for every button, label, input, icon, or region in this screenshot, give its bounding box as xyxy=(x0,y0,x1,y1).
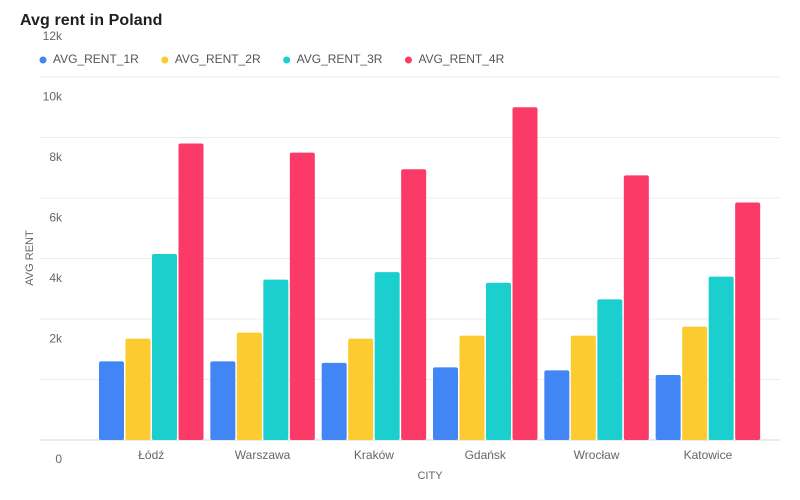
x-tick-label: Wrocław xyxy=(574,448,620,462)
bar[interactable] xyxy=(433,367,458,440)
bar[interactable] xyxy=(99,361,124,440)
bar[interactable] xyxy=(210,361,236,440)
legend-marker xyxy=(161,56,169,64)
bar[interactable] xyxy=(178,143,204,441)
bar[interactable] xyxy=(374,272,400,440)
y-tick-label: 8k xyxy=(49,150,63,164)
legend-item-label[interactable]: AVG_RENT_4R xyxy=(418,52,504,66)
legend-item-label[interactable]: AVG_RENT_3R xyxy=(297,52,383,66)
y-tick-label: 10k xyxy=(43,90,63,104)
y-tick-label: 2k xyxy=(49,332,63,346)
y-axis-title: AVG RENT xyxy=(24,230,36,286)
bar[interactable] xyxy=(735,202,761,440)
bar[interactable] xyxy=(401,169,427,440)
bar[interactable] xyxy=(682,326,708,440)
bar[interactable] xyxy=(459,335,485,440)
legend-marker xyxy=(283,56,291,64)
bar[interactable] xyxy=(152,253,177,440)
bar[interactable] xyxy=(623,175,649,440)
bar[interactable] xyxy=(597,299,623,440)
legend-marker xyxy=(404,56,412,64)
chart-title: Avg rent in Poland xyxy=(20,12,163,29)
legend-item-label[interactable]: AVG_RENT_1R xyxy=(53,52,139,66)
bar[interactable] xyxy=(486,282,511,440)
x-tick-label: Warszawa xyxy=(235,448,291,462)
legend-marker xyxy=(39,56,47,64)
bar[interactable] xyxy=(263,279,289,440)
x-tick-label: Gdańsk xyxy=(465,448,507,462)
y-tick-label: 4k xyxy=(49,271,63,285)
x-tick-label: Katowice xyxy=(684,448,733,462)
bar[interactable] xyxy=(289,152,315,440)
bar[interactable] xyxy=(544,370,570,440)
bar[interactable] xyxy=(570,335,596,440)
bar[interactable] xyxy=(236,332,262,440)
bar[interactable] xyxy=(512,107,538,440)
bar[interactable] xyxy=(321,362,347,440)
bar[interactable] xyxy=(708,276,734,440)
y-tick-label: 6k xyxy=(49,211,63,225)
y-tick-label: 0 xyxy=(55,452,62,466)
x-tick-label: Kraków xyxy=(354,448,394,462)
legend-item-label[interactable]: AVG_RENT_2R xyxy=(175,52,261,66)
x-tick-label: Łódź xyxy=(138,448,164,462)
bar[interactable] xyxy=(125,338,151,440)
y-tick-label: 12k xyxy=(43,29,63,43)
bar[interactable] xyxy=(348,338,374,440)
x-axis-title: CITY xyxy=(417,470,443,482)
bar[interactable] xyxy=(655,374,681,440)
